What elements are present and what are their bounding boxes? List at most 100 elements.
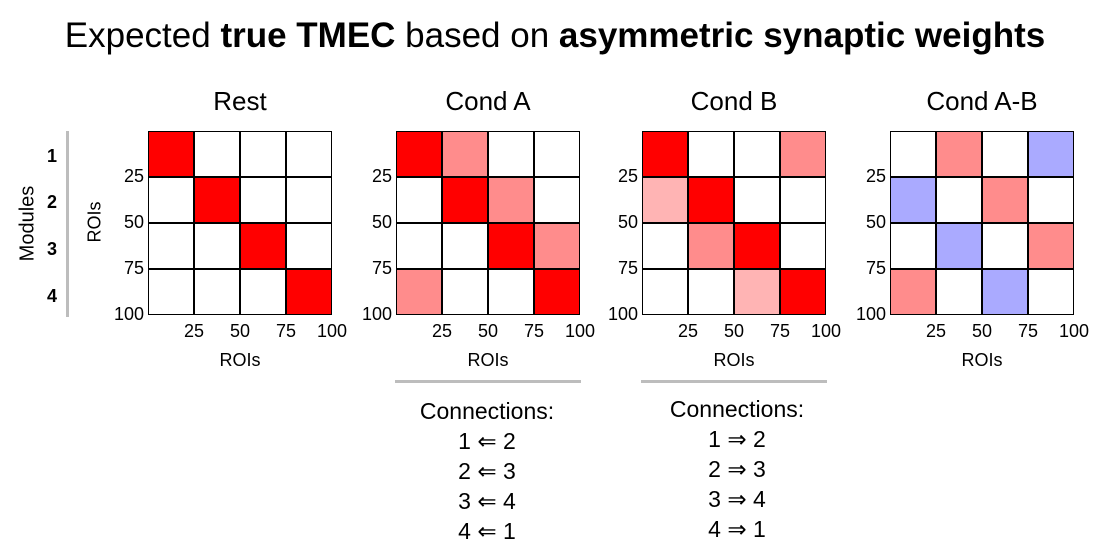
matrix-cell bbox=[688, 177, 734, 223]
matrix-cell bbox=[780, 177, 826, 223]
matrix-cell bbox=[642, 269, 688, 315]
x-axis-label: ROIs bbox=[713, 350, 755, 370]
matrix-cell bbox=[936, 223, 982, 269]
x-tick-label: 100 bbox=[564, 321, 596, 341]
connection-line: 1 ⇒ 2 bbox=[708, 426, 766, 452]
y-tick-label: 75 bbox=[865, 258, 886, 278]
cond-a-matrix-title: Cond A bbox=[445, 86, 531, 116]
cond-a-connections: Connections: 1 ⇐ 2 2 ⇐ 3 3 ⇐ 4 4 ⇐ 1 bbox=[392, 396, 582, 546]
matrix-cell bbox=[534, 223, 580, 269]
matrix-cell bbox=[734, 223, 780, 269]
connection-line: 3 ⇒ 4 bbox=[708, 486, 766, 512]
cond-b-matrix bbox=[642, 131, 826, 315]
y-tick-label: 50 bbox=[865, 212, 886, 232]
matrix-cell bbox=[1028, 177, 1074, 223]
matrix-cell bbox=[642, 177, 688, 223]
matrix-cell bbox=[488, 223, 534, 269]
rest-matrix-title: Rest bbox=[213, 86, 267, 116]
x-tick-label: 25 bbox=[677, 321, 699, 341]
y-tick-label: 75 bbox=[123, 258, 144, 278]
x-tick-label: 75 bbox=[275, 321, 297, 341]
x-tick-label: 100 bbox=[810, 321, 842, 341]
module-number-4: 4 bbox=[46, 286, 57, 306]
modules-bar bbox=[66, 131, 69, 317]
connections-header: Connections: bbox=[419, 398, 555, 424]
y-axis-label: ROIs bbox=[84, 201, 105, 243]
matrix-cell bbox=[982, 131, 1028, 177]
matrix-cell bbox=[780, 223, 826, 269]
matrix-cell bbox=[688, 223, 734, 269]
matrix-cell bbox=[642, 223, 688, 269]
matrix-cell bbox=[286, 223, 332, 269]
x-axis-label: ROIs bbox=[961, 350, 1003, 370]
y-tick-label: 50 bbox=[123, 212, 144, 232]
y-tick-label: 25 bbox=[865, 166, 886, 186]
y-tick-label: 25 bbox=[123, 166, 144, 186]
x-axis-label: ROIs bbox=[467, 350, 509, 370]
x-tick-label: 75 bbox=[769, 321, 791, 341]
matrix-cell bbox=[488, 131, 534, 177]
matrix-cell bbox=[396, 177, 442, 223]
matrix-cell bbox=[240, 269, 286, 315]
matrix-cell bbox=[286, 269, 332, 315]
rest-matrix bbox=[148, 131, 332, 315]
cond-a-b-matrix bbox=[890, 131, 1074, 315]
matrix-cell bbox=[396, 269, 442, 315]
x-tick-label: 50 bbox=[723, 321, 745, 341]
cond-b-connections: Connections: 1 ⇒ 2 2 ⇒ 3 3 ⇒ 4 4 ⇒ 1 bbox=[642, 394, 832, 544]
matrix-cell bbox=[148, 269, 194, 315]
connection-line: 3 ⇐ 4 bbox=[458, 488, 516, 514]
cond-a-separator bbox=[395, 380, 581, 383]
matrix-cell bbox=[148, 177, 194, 223]
matrix-cell bbox=[534, 131, 580, 177]
matrix-cell bbox=[982, 223, 1028, 269]
matrix-cell bbox=[780, 131, 826, 177]
x-tick-label: 100 bbox=[316, 321, 348, 341]
modules-label: Modules bbox=[16, 185, 39, 262]
matrix-cell bbox=[1028, 131, 1074, 177]
y-tick-label: 50 bbox=[617, 212, 638, 232]
matrix-cell bbox=[442, 177, 488, 223]
y-tick-label: 100 bbox=[855, 304, 886, 324]
matrix-cell bbox=[734, 131, 780, 177]
x-tick-label: 100 bbox=[1058, 321, 1090, 341]
matrix-cell bbox=[148, 131, 194, 177]
matrix-cell bbox=[286, 177, 332, 223]
cond-a-b-matrix-title: Cond A-B bbox=[926, 86, 1038, 116]
connection-line: 2 ⇒ 3 bbox=[708, 456, 766, 482]
matrix-cell bbox=[890, 131, 936, 177]
y-tick-label: 50 bbox=[371, 212, 392, 232]
matrix-cell bbox=[890, 223, 936, 269]
x-tick-label: 25 bbox=[431, 321, 453, 341]
matrix-cell bbox=[194, 223, 240, 269]
module-number-1: 1 bbox=[46, 146, 57, 166]
matrix-cell bbox=[240, 177, 286, 223]
connection-line: 4 ⇒ 1 bbox=[708, 516, 766, 542]
x-tick-label: 75 bbox=[1017, 321, 1039, 341]
matrix-cell bbox=[442, 131, 488, 177]
matrix-cell bbox=[982, 269, 1028, 315]
matrix-cell bbox=[688, 269, 734, 315]
x-tick-label: 25 bbox=[183, 321, 205, 341]
x-tick-label: 50 bbox=[477, 321, 499, 341]
matrix-cell bbox=[534, 269, 580, 315]
matrix-cell bbox=[396, 131, 442, 177]
matrix-cell bbox=[936, 131, 982, 177]
x-axis-label: ROIs bbox=[219, 350, 261, 370]
y-tick-label: 100 bbox=[607, 304, 638, 324]
matrix-cell bbox=[396, 223, 442, 269]
matrix-cell bbox=[442, 223, 488, 269]
matrix-cell bbox=[642, 131, 688, 177]
matrix-cell bbox=[534, 177, 580, 223]
x-tick-label: 25 bbox=[925, 321, 947, 341]
matrix-cell bbox=[1028, 223, 1074, 269]
connection-line: 2 ⇐ 3 bbox=[458, 458, 516, 484]
matrix-cell bbox=[442, 269, 488, 315]
module-number-2: 2 bbox=[46, 192, 57, 212]
figure-title: Expected true TMEC based on asymmetric s… bbox=[0, 16, 1110, 56]
matrix-cell bbox=[936, 269, 982, 315]
connection-line: 4 ⇐ 1 bbox=[458, 518, 516, 544]
y-tick-label: 75 bbox=[617, 258, 638, 278]
cond-a-matrix bbox=[396, 131, 580, 315]
title-bold-2: asymmetric synaptic weights bbox=[558, 16, 1046, 55]
